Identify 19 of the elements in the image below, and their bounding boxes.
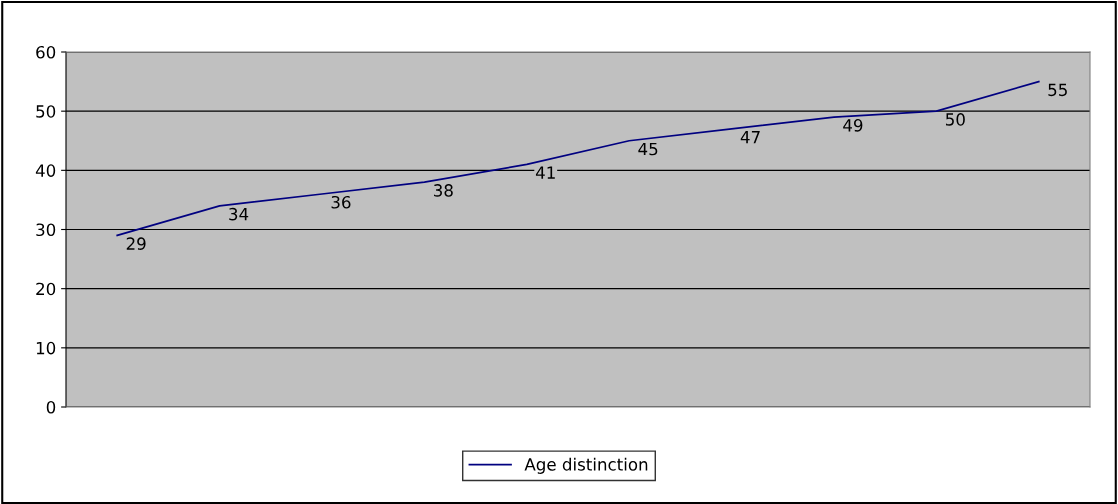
- y-tick-label: 0: [46, 400, 56, 414]
- legend-label: Age distinction: [524, 457, 648, 474]
- data-label: 34: [229, 207, 249, 221]
- data-label: 49: [843, 119, 863, 132]
- data-label: 36: [331, 195, 351, 209]
- y-tick-label: 60: [36, 45, 56, 59]
- data-label: 29: [126, 237, 146, 250]
- data-label: 50: [946, 113, 965, 126]
- line-series: [116, 80, 1040, 237]
- y-tick-label: 10: [36, 341, 56, 355]
- y-tick-label: 50: [36, 105, 56, 118]
- data-label: 41: [535, 166, 555, 179]
- data-label: 38: [434, 184, 453, 197]
- data-label: 55: [1048, 83, 1067, 97]
- y-tick-label: 30: [36, 223, 56, 237]
- y-tick-label: 40: [35, 164, 56, 177]
- y-tick-label: 20: [36, 282, 56, 296]
- data-label: 47: [740, 131, 760, 144]
- data-label: 45: [638, 142, 658, 156]
